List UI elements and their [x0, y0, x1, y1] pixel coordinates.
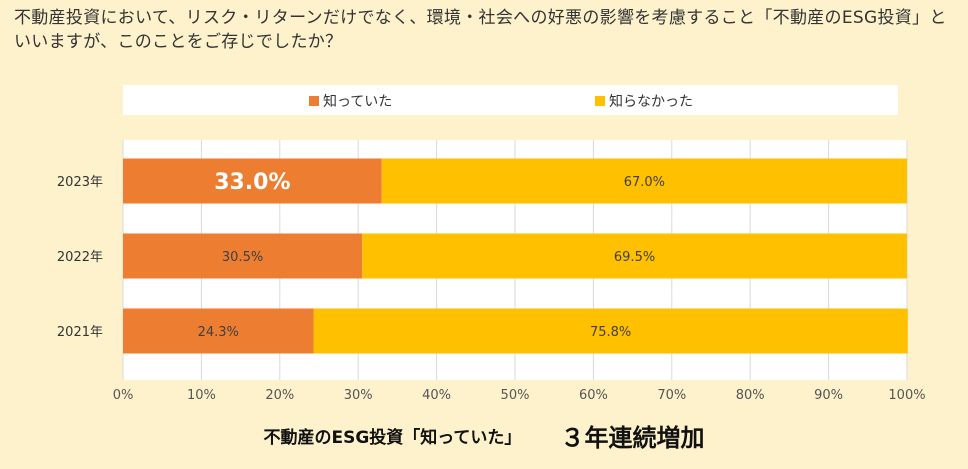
x-tick-label-0: 0%: [113, 388, 134, 403]
legend-swatch-didnt-know: [595, 96, 605, 106]
data-label-didnt-know-1: 69.5%: [614, 250, 655, 265]
bar-knew-0: [123, 158, 382, 204]
x-tick-label-10: 100%: [888, 388, 925, 403]
chart-caption: 不動産のESG投資「知っていた」 ３年連続増加: [0, 418, 968, 452]
chart-legend: 知っていた 知らなかった: [123, 85, 898, 115]
x-tick-label-8: 80%: [736, 388, 765, 403]
caption-emphasis: ３年連続増加: [560, 424, 705, 452]
bar-didnt-know-1: [362, 233, 907, 279]
x-tick-label-9: 90%: [814, 388, 843, 403]
legend-item-knew: 知っていた: [309, 91, 392, 111]
legend-swatch-knew: [309, 96, 319, 106]
legend-label-knew: 知っていた: [323, 94, 393, 110]
bar-didnt-know-0: [381, 158, 908, 204]
legend-label-didnt-know: 知らなかった: [609, 94, 693, 110]
data-label-knew-2: 24.3%: [198, 325, 239, 340]
category-label-0: 2023年: [57, 175, 103, 190]
category-label-2: 2021年: [57, 325, 103, 340]
data-label-knew-0: 33.0%: [214, 170, 290, 195]
bar-didnt-know-2: [313, 308, 908, 354]
x-tick-label-6: 60%: [579, 388, 608, 403]
data-label-didnt-know-0: 67.0%: [624, 175, 665, 190]
data-label-knew-1: 30.5%: [222, 250, 263, 265]
data-label-didnt-know-2: 75.8%: [590, 325, 631, 340]
category-label-1: 2022年: [57, 250, 103, 265]
bar-knew-1: [123, 233, 363, 279]
x-tick-label-3: 30%: [344, 388, 373, 403]
x-tick-label-7: 70%: [657, 388, 686, 403]
caption-text: 不動産のESG投資「知っていた」: [263, 428, 522, 448]
x-tick-label-1: 10%: [187, 388, 216, 403]
x-tick-label-2: 20%: [265, 388, 294, 403]
survey-question: 不動産投資において、リスク・リターンだけでなく、環境・社会への好悪の影響を考慮す…: [14, 8, 947, 52]
x-tick-label-4: 40%: [422, 388, 451, 403]
x-tick-label-5: 50%: [501, 388, 530, 403]
legend-item-didnt-know: 知らなかった: [595, 91, 693, 111]
bar-knew-2: [123, 308, 314, 354]
